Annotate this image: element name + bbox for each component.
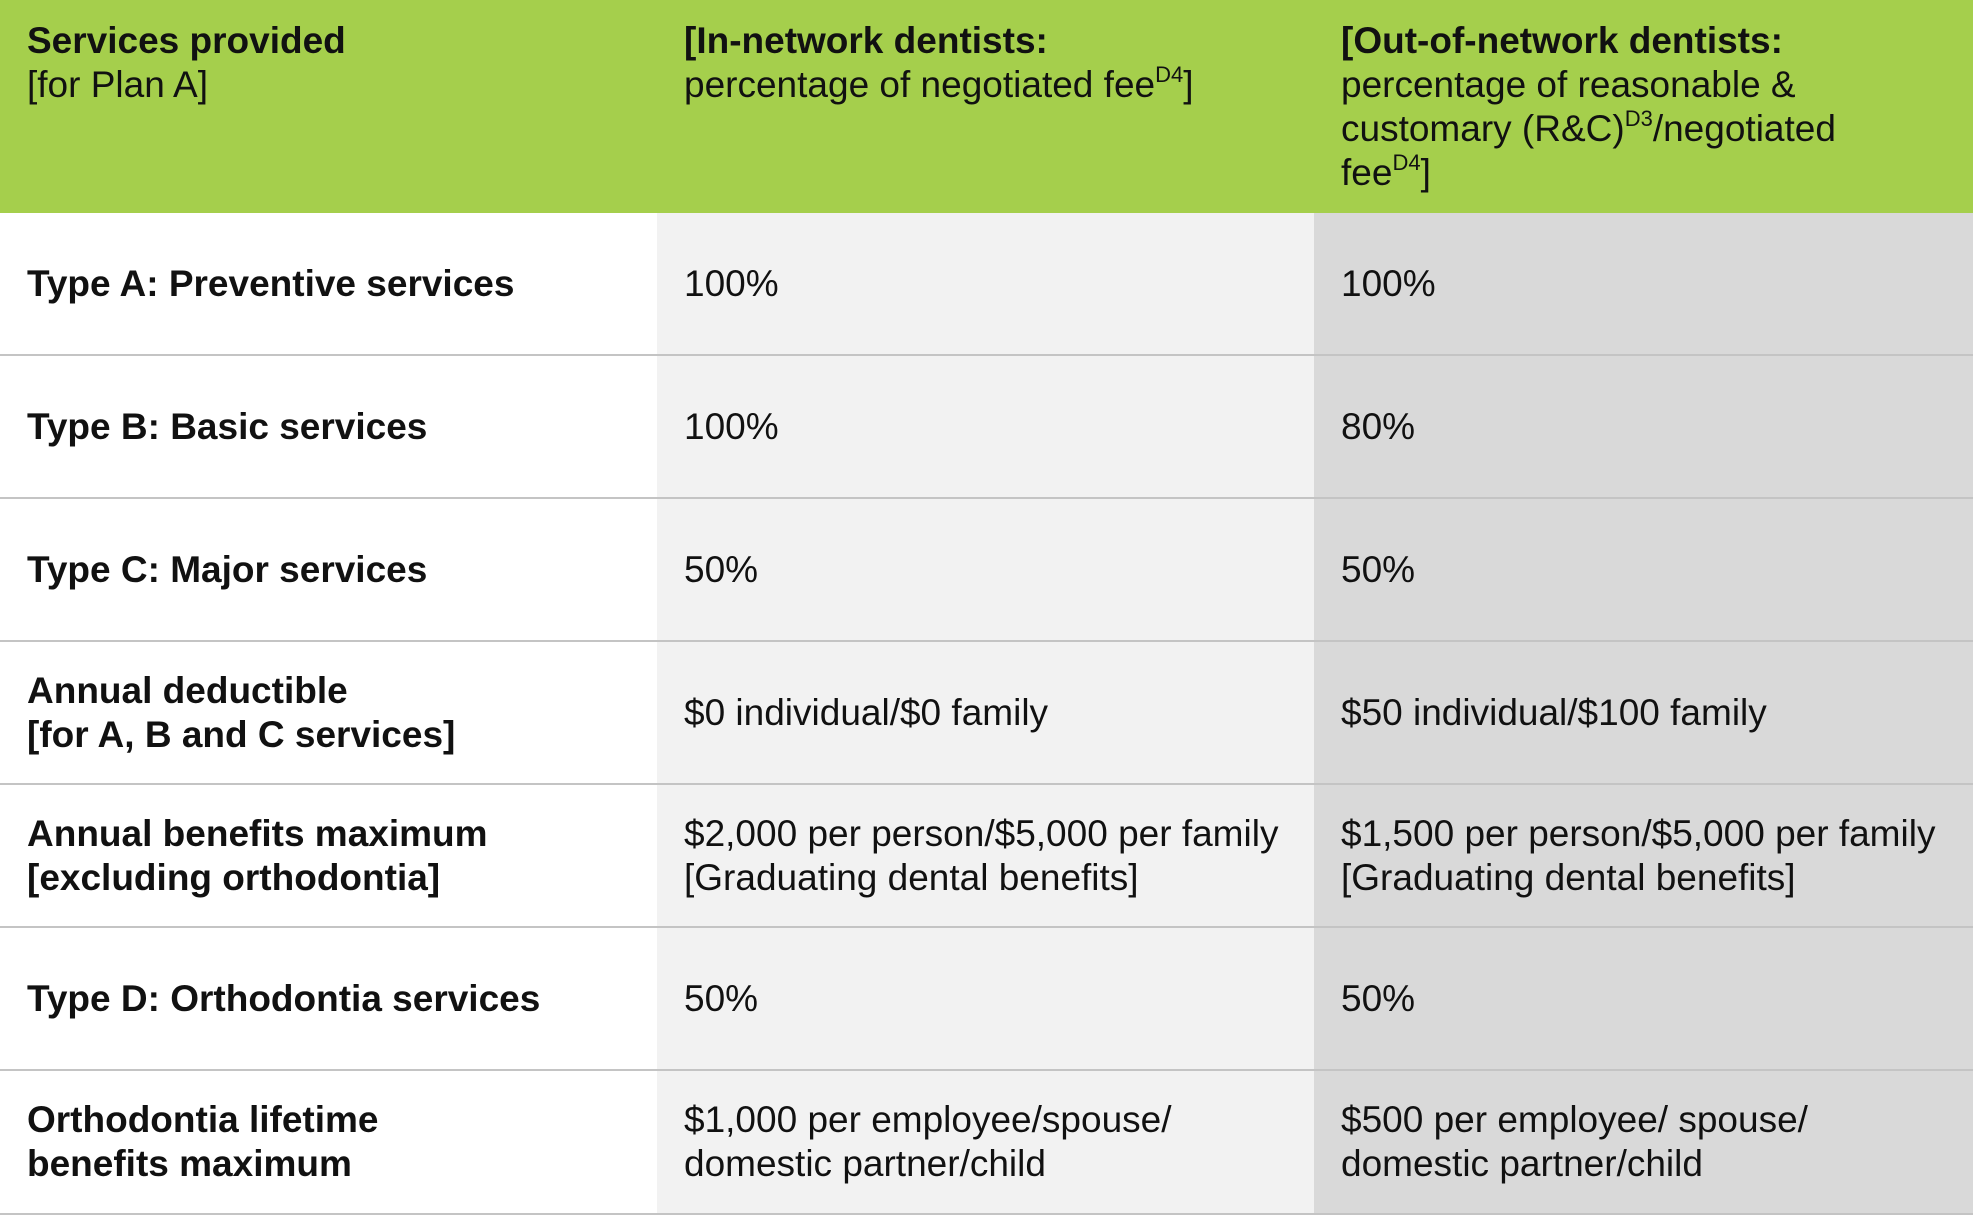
in-network-value: $0 individual/$0 family [684, 691, 1049, 733]
row-3-service: Annual deductible [for A, B and C servic… [0, 642, 657, 785]
row-3-in-network: $0 individual/$0 family [657, 642, 1314, 785]
service-label: Type A: Preventive services [27, 262, 515, 304]
row-4-service: Annual benefits maximum [excluding ortho… [0, 785, 657, 928]
service-label: Annual deductible [27, 669, 348, 711]
row-4-in-network: $2,000 per person/$5,000 per family [Gra… [657, 785, 1314, 928]
out-network-note: [Graduating dental benefits] [1341, 856, 1796, 898]
header-out-network-title: [Out-of-network dentists: [1341, 20, 1783, 61]
row-0-out-network: 100% [1314, 213, 1973, 356]
service-sublabel: [excluding orthodontia] [27, 856, 441, 898]
out-network-value: 50% [1341, 977, 1416, 1019]
row-5-service: Type D: Orthodontia services [0, 928, 657, 1071]
in-network-value-cont: domestic partner/child [684, 1143, 1046, 1184]
header-out-network-desc-line2-end: /negotiated [1652, 108, 1836, 149]
service-sublabel: [for A, B and C services] [27, 713, 456, 755]
header-in-network-desc-text: percentage of negotiated fee [684, 64, 1156, 105]
row-2-out-network: 50% [1314, 499, 1973, 642]
header-out-network-desc-line3: feeD4] [1341, 151, 1963, 195]
row-0-in-network: 100% [657, 213, 1314, 356]
service-label: Type D: Orthodontia services [27, 977, 541, 1019]
out-network-value: $50 individual/$100 family [1341, 691, 1767, 733]
row-2-service: Type C: Major services [0, 499, 657, 642]
row-6-service: Orthodontia lifetime benefits maximum [0, 1071, 657, 1215]
header-services-subtitle: [for Plan A] [27, 64, 208, 105]
footnote-ref-d4: D4 [1155, 61, 1184, 87]
header-out-network-desc-line2: customary (R&C)D3/negotiated [1341, 107, 1963, 151]
footnote-ref-d3: D3 [1624, 105, 1653, 131]
row-5-out-network: 50% [1314, 928, 1973, 1071]
header-out-of-network: [Out-of-network dentists: percentage of … [1314, 0, 1973, 213]
service-sublabel: benefits maximum [27, 1143, 352, 1184]
header-in-network-title: [In-network dentists: [684, 20, 1048, 61]
header-in-network-desc: percentage of negotiated feeD4] [684, 63, 1304, 107]
out-network-value: 80% [1341, 405, 1416, 447]
footnote-ref-d4: D4 [1392, 149, 1421, 175]
out-network-value: 50% [1341, 548, 1416, 590]
row-6-out-network: $500 per employee/ spouse/ domestic part… [1314, 1071, 1973, 1215]
in-network-value: 100% [684, 262, 779, 304]
header-out-network-desc-line2-text: customary (R&C) [1341, 108, 1625, 149]
row-6-in-network: $1,000 per employee/spouse/ domestic par… [657, 1071, 1314, 1215]
row-5-in-network: 50% [657, 928, 1314, 1071]
header-out-network-desc-line3-text: fee [1341, 152, 1393, 193]
in-network-note: [Graduating dental benefits] [684, 856, 1139, 898]
out-network-value: 100% [1341, 262, 1436, 304]
row-2-in-network: 50% [657, 499, 1314, 642]
in-network-value: 50% [684, 977, 759, 1019]
out-network-value: $500 per employee/ spouse/ [1341, 1099, 1808, 1140]
header-in-network: [In-network dentists: percentage of nego… [657, 0, 1314, 213]
row-0-service: Type A: Preventive services [0, 213, 657, 356]
in-network-value: $2,000 per person/$5,000 per family [684, 812, 1279, 854]
service-label: Orthodontia lifetime [27, 1099, 379, 1140]
service-label: Type C: Major services [27, 548, 428, 590]
row-3-out-network: $50 individual/$100 family [1314, 642, 1973, 785]
out-network-value: $1,500 per person/$5,000 per family [1341, 812, 1936, 854]
service-label: Annual benefits maximum [27, 812, 488, 854]
row-1-service: Type B: Basic services [0, 356, 657, 499]
header-services-provided: Services provided [for Plan A] [0, 0, 657, 213]
header-out-network-desc-line1: percentage of reasonable & [1341, 64, 1796, 105]
header-in-network-desc-end: ] [1183, 64, 1194, 105]
in-network-value: 50% [684, 548, 759, 590]
header-out-network-desc-line3-end: ] [1420, 152, 1431, 193]
service-label: Type B: Basic services [27, 405, 428, 447]
row-1-in-network: 100% [657, 356, 1314, 499]
row-1-out-network: 80% [1314, 356, 1973, 499]
in-network-value: 100% [684, 405, 779, 447]
header-services-title: Services provided [27, 20, 346, 61]
in-network-value: $1,000 per employee/spouse/ [684, 1099, 1172, 1140]
out-network-value-cont: domestic partner/child [1341, 1143, 1703, 1184]
row-4-out-network: $1,500 per person/$5,000 per family [Gra… [1314, 785, 1973, 928]
